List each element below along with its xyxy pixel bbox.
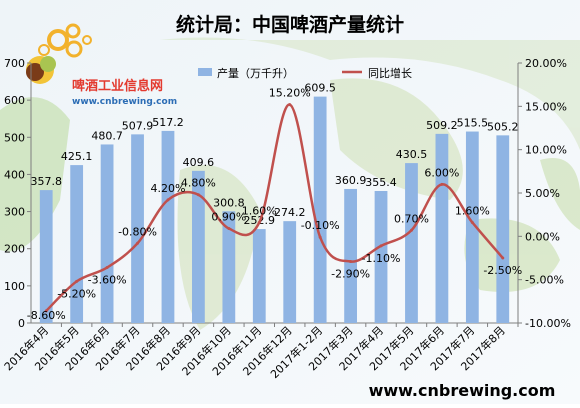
y-left-tick-label: 700 xyxy=(4,57,25,70)
bar xyxy=(465,131,479,323)
line-value-labels: -8.60%-5.20%-3.60%-0.80%4.20%4.80%0.90%1… xyxy=(27,87,522,322)
line-point xyxy=(227,227,231,231)
bar xyxy=(252,229,266,323)
line-point xyxy=(349,259,353,263)
line-value-label: -5.20% xyxy=(57,287,96,300)
logo-url: www.cnbrewing.com xyxy=(72,97,177,107)
line-point xyxy=(196,193,200,197)
line-series xyxy=(44,103,505,313)
line-point xyxy=(44,309,48,313)
line-value-label: -0.10% xyxy=(301,219,340,232)
bar-value-label: 360.9 xyxy=(335,174,367,187)
logo-text: 啤酒工业信息网 xyxy=(72,78,163,94)
line-point xyxy=(440,182,444,186)
y-left-tick-label: 500 xyxy=(4,131,25,144)
bar-value-label: 300.8 xyxy=(213,196,245,209)
line-value-label: 6.00% xyxy=(424,166,459,179)
y-right-tick-label: 5.00% xyxy=(525,187,560,200)
line-value-label: -2.90% xyxy=(331,267,370,280)
line-value-label: 4.20% xyxy=(150,182,185,195)
y-left-tick-label: 600 xyxy=(4,94,25,107)
y-left-tick-label: 200 xyxy=(4,243,25,256)
y-right-tick-label: -10.00% xyxy=(525,317,571,330)
line-value-label: -2.50% xyxy=(483,264,522,277)
bar xyxy=(131,134,144,323)
bar-value-label: 509.2 xyxy=(426,119,458,132)
bar xyxy=(283,221,297,323)
line-point xyxy=(318,235,322,239)
bar xyxy=(374,190,388,323)
bar-value-label: 609.5 xyxy=(304,82,336,95)
bar-value-label: 517.2 xyxy=(152,116,184,129)
bar-value-label: 480.7 xyxy=(91,129,123,142)
bar-value-label: 357.8 xyxy=(30,175,62,188)
bar xyxy=(313,96,327,323)
line-value-label: 1.60% xyxy=(242,204,277,217)
bar xyxy=(405,163,418,323)
bar-value-label: 505.2 xyxy=(487,120,519,133)
y-left-tick-label: 300 xyxy=(4,206,25,219)
line-value-label: 15.20% xyxy=(269,87,311,100)
footer-url: www.cnbrewing.com xyxy=(369,381,556,400)
bar xyxy=(100,144,114,323)
line-point xyxy=(501,256,505,260)
bar xyxy=(435,133,449,323)
axes: 0 100 200 300 400 500 600 700 -10.00% -5.00% 0.00%… xyxy=(4,57,571,330)
y-right-tick-label: 0.00% xyxy=(525,230,560,243)
y-left-tick-label: 100 xyxy=(4,280,25,293)
bar xyxy=(496,135,510,323)
legend-bar-swatch xyxy=(198,68,212,76)
bar xyxy=(344,188,357,323)
y-left-tick-label: 400 xyxy=(4,168,25,181)
chart-title: 统计局：中国啤酒产量统计 xyxy=(176,13,404,36)
line-point xyxy=(136,241,140,245)
bar-value-label: 409.6 xyxy=(183,156,215,169)
bar-value-label: 425.1 xyxy=(61,150,93,163)
line-value-label: -3.60% xyxy=(88,274,127,287)
legend: 产量（万千升） 同比增长 xyxy=(198,66,412,80)
bar-value-label: 355.4 xyxy=(365,176,397,189)
line-value-label: -8.60% xyxy=(27,309,66,322)
bar xyxy=(161,130,175,323)
line-point xyxy=(75,279,79,283)
bar xyxy=(192,170,205,323)
bar-value-label: 507.9 xyxy=(122,119,154,132)
y-right-tick-label: 15.00% xyxy=(525,100,567,113)
legend-bar-label: 产量（万千升） xyxy=(217,66,294,80)
line-point xyxy=(409,228,413,232)
line-point xyxy=(257,220,261,224)
line-value-label: 0.90% xyxy=(211,211,246,224)
legend-line-label: 同比增长 xyxy=(368,66,412,80)
line-value-label: 0.70% xyxy=(394,212,429,225)
line-value-label: 1.60% xyxy=(455,204,490,217)
line-value-label: -0.80% xyxy=(118,225,157,238)
y-right-tick-label: -5.00% xyxy=(525,274,564,287)
line-point xyxy=(166,198,170,202)
line-value-label: -1.10% xyxy=(362,252,401,265)
bar-value-label: 430.5 xyxy=(396,148,428,161)
line-point xyxy=(105,266,109,270)
line-point xyxy=(288,103,292,107)
line-point xyxy=(379,244,383,248)
bar-value-labels: 357.8425.1480.7507.9517.2409.6300.8252.9… xyxy=(30,82,518,227)
line-point xyxy=(470,220,474,224)
y-right-tick-label: 10.00% xyxy=(525,144,567,157)
bar xyxy=(39,190,53,323)
bar xyxy=(222,211,236,323)
growth-line xyxy=(45,103,504,312)
y-left-tick-label: 0 xyxy=(18,317,25,330)
bar-value-label: 515.5 xyxy=(457,117,489,130)
bar-value-label: 274.2 xyxy=(274,206,306,219)
line-value-label: 4.80% xyxy=(181,177,216,190)
y-right-tick-label: 20.00% xyxy=(525,57,567,70)
